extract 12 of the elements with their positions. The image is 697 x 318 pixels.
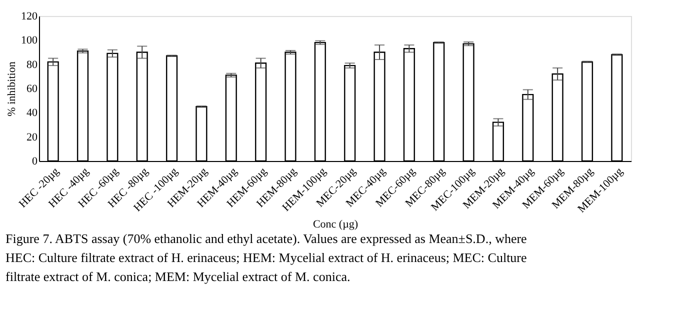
y-tick-label: 120	[21, 10, 38, 22]
caption: Figure 7. ABTS assay (70% ethanolic and ethyl acetate). Values are expressed as Mean±S.D., where	[6, 230, 528, 246]
y-tick-label: 20	[26, 131, 38, 144]
text: HEC: Culture filtrate extract of H. erinaceus; HEM: Mycelial extract of H. erinaceus; MEC: Culture	[6, 250, 528, 265]
y-tick-label: 100	[21, 34, 38, 47]
y-axis-title: % inhibition	[6, 61, 18, 116]
text: filtrate extract of M. conica; MEM: Mycelial extract of M. conica.	[6, 268, 350, 284]
y-tick-label: 60	[26, 83, 38, 95]
y-tick-label: 80	[26, 58, 38, 71]
y-tick-label: 40	[26, 107, 38, 120]
y-tick-label: 0	[32, 156, 38, 168]
x-axis-title: Conc (µg)	[312, 218, 358, 230]
